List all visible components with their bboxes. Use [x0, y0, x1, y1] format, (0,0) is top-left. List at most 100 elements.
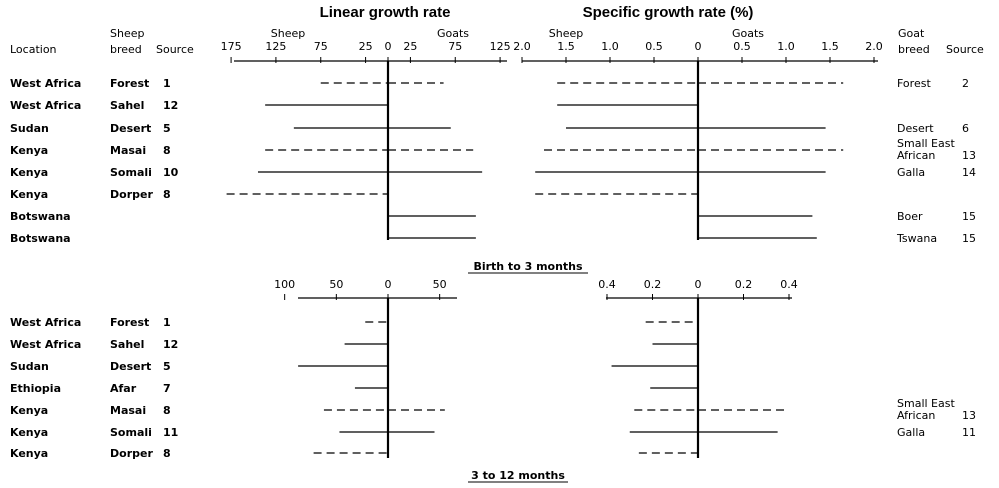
specific-goats-label: Goats	[732, 27, 764, 40]
top-goat-breed-line2-3: African	[897, 149, 935, 162]
tick-label-0-7: 125	[490, 40, 511, 53]
source-header: Source	[156, 43, 194, 56]
linear-goats-label: Goats	[437, 27, 469, 40]
bottom-source-1: 12	[163, 338, 178, 351]
sheep-breed-header-2: breed	[110, 43, 142, 56]
bottom-location-6: Kenya	[10, 447, 48, 460]
bottom-location-5: Kenya	[10, 426, 48, 439]
tick-label-3-0: 0.4	[598, 278, 616, 291]
linear-birth-to-3-panel: 175 125 75 25 0 25 75 125	[221, 40, 511, 240]
tick-label-1-1: 1.5	[557, 40, 575, 53]
tick-label-0-3: 25	[359, 40, 373, 53]
goat-source-header: Source	[946, 43, 984, 56]
tick-label-1-8: 2.0	[865, 40, 883, 53]
location-header: Location	[10, 43, 57, 56]
specific-3-to-12-panel: 0.4 0.2 0 0.2 0.4	[598, 278, 798, 458]
top-location-4: Kenya	[10, 166, 48, 179]
bottom-location-2: Sudan	[10, 360, 49, 373]
bottom-source-6: 8	[163, 447, 171, 460]
bottom-breed-4: Masai	[110, 404, 146, 417]
tick-label-1-0: 2.0	[513, 40, 531, 53]
specific-birth-to-3-panel: 2.0 1.5 1.0 0.5 0 0.5 1.0 1.5 2.0	[513, 40, 883, 240]
bottom-breed-0: Forest	[110, 316, 149, 329]
specific-sheep-label: Sheep	[549, 27, 583, 40]
bottom-source-3: 7	[163, 382, 171, 395]
tick-label-1-6: 1.0	[777, 40, 795, 53]
bottom-source-2: 5	[163, 360, 171, 373]
tick-label-0-4: 0	[385, 40, 392, 53]
top-goat-breed-0: Forest	[897, 77, 931, 90]
top-goat-source-7: 15	[962, 232, 976, 245]
top-goat-breed-line1-3: Small East	[897, 137, 955, 150]
bottom-source-4: 8	[163, 404, 171, 417]
bottom-location-1: West Africa	[10, 338, 81, 351]
goat-breed-header-1: Goat	[898, 27, 925, 40]
top-source-1: 12	[163, 99, 178, 112]
bottom-breed-5: Somali	[110, 426, 152, 439]
top-location-1: West Africa	[10, 99, 81, 112]
tick-label-1-3: 0.5	[645, 40, 663, 53]
top-source-5: 8	[163, 188, 171, 201]
top-location-7: Botswana	[10, 232, 71, 245]
top-location-0: West Africa	[10, 77, 81, 90]
rows-top: West Africa Forest 1 Forest 2 West Africa Sahe…	[10, 77, 976, 245]
top-goat-source-3: 13	[962, 149, 976, 162]
top-location-2: Sudan	[10, 122, 49, 135]
bottom-breed-3: Afar	[110, 382, 137, 395]
tick-label-0-5: 25	[403, 40, 417, 53]
tick-label-0-6: 75	[448, 40, 462, 53]
tick-label-3-2: 0	[695, 278, 702, 291]
top-breed-0: Forest	[110, 77, 149, 90]
tick-label-0-0: 175	[221, 40, 242, 53]
rows-bottom: West Africa Forest 1 West Africa Sahel 12 Suda…	[10, 316, 976, 460]
bottom-breed-2: Desert	[110, 360, 151, 373]
top-source-4: 10	[163, 166, 179, 179]
top-goat-source-4: 14	[962, 166, 976, 179]
tick-label-0-1: 125	[265, 40, 286, 53]
tick-label-0-2: 75	[314, 40, 328, 53]
tick-label-2-0: 100	[274, 278, 295, 291]
top-source-0: 1	[163, 77, 171, 90]
bottom-source-5: 11	[163, 426, 178, 439]
bottom-goat-source-4: 13	[962, 409, 976, 422]
top-breed-5: Dorper	[110, 188, 153, 201]
top-location-5: Kenya	[10, 188, 48, 201]
bottom-source-0: 1	[163, 316, 171, 329]
bottom-goat-breed-5: Galla	[897, 426, 925, 439]
top-goat-breed-2: Desert	[897, 122, 934, 135]
top-goat-breed-4: Galla	[897, 166, 925, 179]
bottom-location-4: Kenya	[10, 404, 48, 417]
top-goat-source-6: 15	[962, 210, 976, 223]
linear-title: Linear growth rate	[320, 4, 451, 21]
tick-label-3-3: 0.2	[735, 278, 753, 291]
goat-breed-header-2: breed	[898, 43, 930, 56]
linear-sheep-label: Sheep	[271, 27, 305, 40]
top-breed-1: Sahel	[110, 99, 144, 112]
bottom-breed-6: Dorper	[110, 447, 153, 460]
bottom-goat-breed-line1-4: Small East	[897, 397, 955, 410]
top-goat-breed-7: Tswana	[896, 232, 937, 245]
top-location-3: Kenya	[10, 144, 48, 157]
sheep-breed-header-1: Sheep	[110, 27, 144, 40]
top-goat-breed-6: Boer	[897, 210, 923, 223]
bottom-goat-breed-line2-4: African	[897, 409, 935, 422]
tick-label-2-1: 50	[329, 278, 343, 291]
top-location-6: Botswana	[10, 210, 71, 223]
bottom-breed-1: Sahel	[110, 338, 144, 351]
bottom-location-3: Ethiopia	[10, 382, 61, 395]
tick-label-3-1: 0.2	[644, 278, 662, 291]
tick-label-1-4: 0	[695, 40, 702, 53]
tick-label-2-2: 0	[385, 278, 392, 291]
tick-label-2-3: 50	[433, 278, 447, 291]
tick-label-1-7: 1.5	[821, 40, 839, 53]
top-breed-2: Desert	[110, 122, 151, 135]
bottom-goat-source-5: 11	[962, 426, 976, 439]
tick-label-1-2: 1.0	[601, 40, 619, 53]
bottom-location-0: West Africa	[10, 316, 81, 329]
linear-3-to-12-panel: 100 50 0 50	[274, 278, 457, 458]
tick-label-1-5: 0.5	[733, 40, 751, 53]
top-breed-3: Masai	[110, 144, 146, 157]
panel-label-top: Birth to 3 months	[473, 260, 583, 273]
top-source-2: 5	[163, 122, 171, 135]
